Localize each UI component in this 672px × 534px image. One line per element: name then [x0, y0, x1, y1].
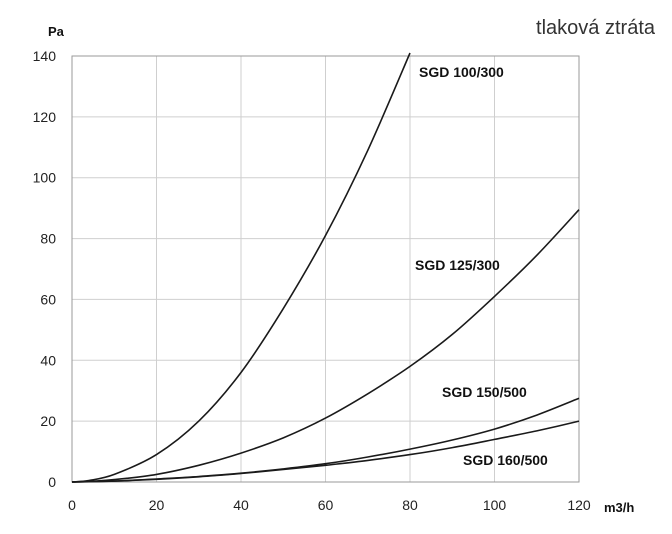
x-axis-label: m3/h: [604, 500, 634, 515]
series-line-sgd-125-300: [71, 209, 580, 483]
series-label-sgd-100-300: SGD 100/300: [419, 64, 504, 80]
y-tick-label: 60: [40, 291, 56, 307]
x-tick-label: 80: [402, 497, 418, 513]
x-tick-label: 100: [483, 497, 507, 513]
y-tick-label: 40: [40, 352, 56, 368]
y-axis-label: Pa: [48, 24, 65, 39]
x-tick-label: 20: [149, 497, 165, 513]
x-tick-label: 60: [318, 497, 334, 513]
chart-title: tlaková ztráta: [536, 17, 656, 39]
series-labels: SGD 100/300 SGD 125/300 SGD 150/500 SGD 160…: [415, 64, 548, 468]
y-tick-label: 120: [33, 109, 57, 125]
tick-labels: 0 20 40 60 80 100 120 0 20 40 60 80 100 120 140: [33, 48, 591, 513]
series-line-sgd-100-300: [71, 52, 411, 483]
y-tick-label: 20: [40, 413, 56, 429]
x-tick-label: 120: [567, 497, 591, 513]
y-tick-label: 80: [40, 231, 56, 247]
series-line-sgd-160-500: [71, 420, 580, 483]
series-label-sgd-150-500: SGD 150/500: [442, 384, 527, 400]
y-tick-label: 140: [33, 48, 57, 64]
y-tick-label: 100: [33, 170, 57, 186]
x-tick-label: 40: [233, 497, 249, 513]
plot-frame: [71, 55, 580, 483]
series-curves: [71, 52, 580, 483]
series-label-sgd-125-300: SGD 125/300: [415, 257, 500, 273]
series-label-sgd-160-500: SGD 160/500: [463, 452, 548, 468]
y-tick-label: 0: [48, 474, 56, 490]
grid-lines: [71, 55, 580, 483]
x-tick-label: 0: [68, 497, 76, 513]
